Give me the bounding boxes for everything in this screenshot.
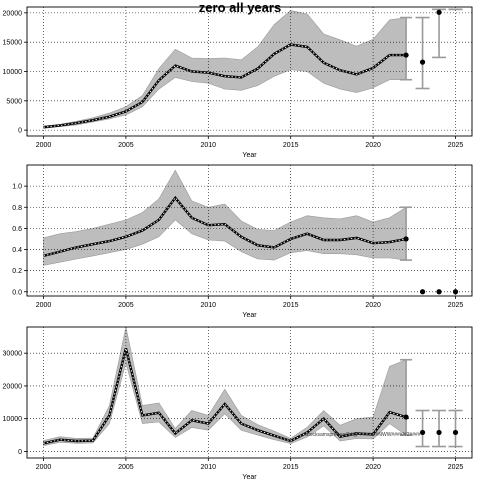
series-line-dots bbox=[43, 348, 407, 444]
y-tick-label: 30000 bbox=[3, 351, 23, 358]
series-line-dots bbox=[43, 44, 407, 128]
series-line bbox=[43, 195, 407, 258]
projection-point bbox=[436, 289, 442, 295]
y-tick-label: 0.6 bbox=[12, 226, 22, 233]
x-tick-label: 2000 bbox=[36, 464, 52, 471]
x-tick-label: 2025 bbox=[448, 464, 464, 471]
y-tick-label: 5000 bbox=[6, 98, 22, 105]
x-tick-label: 2020 bbox=[365, 142, 381, 149]
y-tick-label: 15000 bbox=[3, 40, 23, 47]
x-tick-label: 2005 bbox=[118, 142, 134, 149]
y-tick-label: 1.0 bbox=[12, 184, 22, 191]
panel-1: 2000 2005 2010 2015 2020 2025 0 5000 10000 15000 2… bbox=[3, 6, 473, 159]
x-tick-label: 2005 bbox=[118, 464, 134, 471]
x-tick-label: 2025 bbox=[448, 142, 464, 149]
x-tick-label: 2015 bbox=[283, 464, 299, 471]
x-tick-label: 2000 bbox=[36, 302, 52, 309]
x-axis-label: Year bbox=[242, 312, 257, 319]
x-tick-label: 2010 bbox=[201, 142, 217, 149]
x-axis-label: Year bbox=[242, 152, 257, 159]
projection-point bbox=[436, 429, 442, 436]
y-tick-label: 20000 bbox=[3, 383, 23, 390]
x-tick-label: 2015 bbox=[283, 142, 299, 149]
y-tick-label: 10000 bbox=[3, 416, 23, 423]
y-tick-label: 10000 bbox=[3, 69, 23, 76]
confidence-band bbox=[43, 169, 407, 266]
x-tick-label: 2015 bbox=[283, 302, 299, 309]
y-tick-label: 0 bbox=[18, 449, 22, 456]
plot-frame bbox=[26, 326, 473, 459]
y-tick-label: 0.4 bbox=[12, 247, 22, 254]
projection-point bbox=[436, 9, 442, 15]
x-tick-label: 2010 bbox=[201, 464, 217, 471]
projection-point bbox=[419, 429, 426, 436]
projection-point bbox=[419, 59, 426, 65]
x-tick-label: 2000 bbox=[36, 142, 52, 149]
y-tick-label: 0 bbox=[18, 128, 22, 135]
x-tick-label: 2005 bbox=[118, 302, 134, 309]
projection-point bbox=[452, 289, 459, 295]
projection-point bbox=[452, 429, 459, 436]
confidence-band bbox=[43, 326, 407, 446]
confidence-band bbox=[43, 10, 407, 129]
panel-2: 2000 2005 2010 2015 2020 2025 0.0 0.2 0.4 0.6 0.8 1… bbox=[12, 164, 473, 319]
y-tick-label: 0.8 bbox=[12, 205, 22, 212]
y-tick-label: 0.2 bbox=[12, 268, 22, 275]
chart-title: zero all years bbox=[198, 0, 282, 15]
x-axis-label: Year bbox=[242, 474, 257, 480]
last-data-point bbox=[403, 414, 409, 420]
panel-3: 2000 2005 2010 2015 2020 2025 0 10000 20000 30000… bbox=[3, 326, 473, 480]
last-data-point bbox=[403, 52, 409, 58]
plot-frame bbox=[26, 164, 473, 297]
last-data-point bbox=[403, 236, 409, 242]
y-tick-label: 0.0 bbox=[12, 289, 22, 296]
x-tick-label: 2010 bbox=[201, 302, 217, 309]
x-tick-label: 2020 bbox=[365, 302, 381, 309]
x-tick-label: 2025 bbox=[448, 302, 464, 309]
x-tick-label: 2020 bbox=[365, 464, 381, 471]
y-tick-label: 20000 bbox=[3, 10, 23, 17]
projection-point bbox=[419, 289, 426, 295]
footnote: Stocksamsprettee@#@^#####/#NWW####/#2###… bbox=[305, 432, 421, 438]
